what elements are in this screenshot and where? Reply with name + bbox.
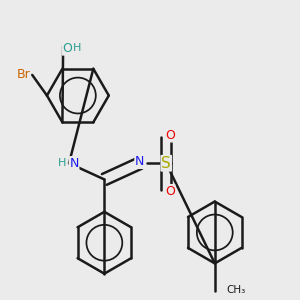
Text: H: H (73, 44, 82, 53)
Text: Br: Br (16, 68, 30, 81)
Text: N: N (69, 157, 79, 170)
Text: S: S (161, 156, 171, 171)
Text: CH₃: CH₃ (226, 285, 246, 295)
Text: O: O (165, 129, 175, 142)
Text: N: N (135, 155, 144, 168)
Text: H: H (58, 158, 67, 168)
Text: O: O (63, 42, 73, 55)
Text: O: O (165, 185, 175, 198)
